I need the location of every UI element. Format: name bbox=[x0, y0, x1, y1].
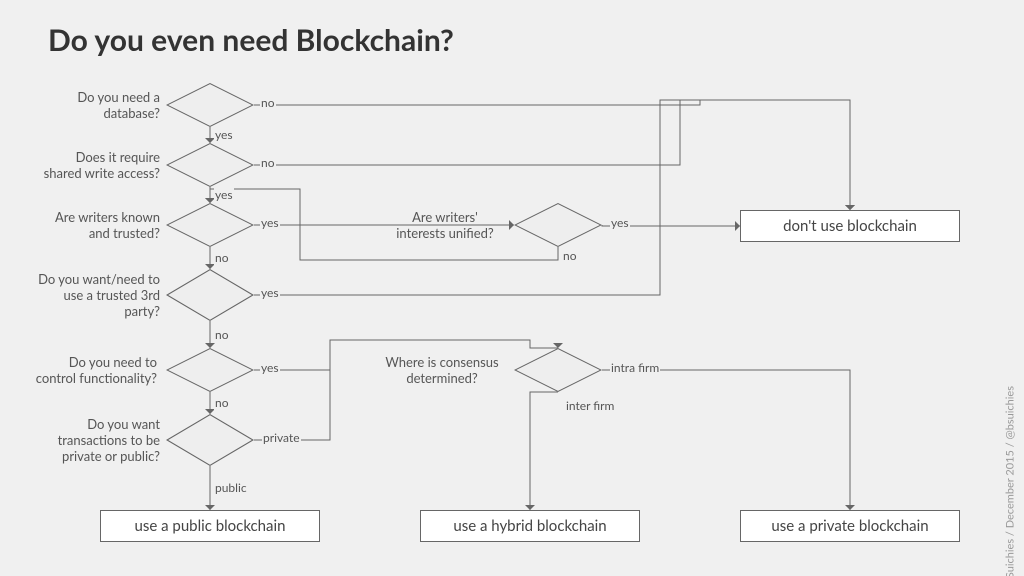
question-label: Do you need adatabase? bbox=[30, 89, 160, 122]
decision-node bbox=[166, 83, 254, 127]
edge-label: inter firm bbox=[565, 398, 615, 413]
edge-label: yes bbox=[260, 360, 280, 375]
attribution-text: © Bart Suichies / December 2015 / @bsuic… bbox=[1003, 386, 1016, 576]
question-label: Does it requireshared write access? bbox=[15, 149, 160, 182]
question-label: Are writers knownand trusted? bbox=[30, 209, 160, 242]
decision-node bbox=[166, 414, 254, 466]
decision-node bbox=[166, 348, 254, 392]
edge-label: yes bbox=[214, 127, 234, 142]
edge-label: yes bbox=[260, 215, 280, 230]
result-box: use a public blockchain bbox=[100, 510, 320, 542]
edge-label: no bbox=[260, 155, 276, 170]
question-label: Do you want/need touse a trusted 3rdpart… bbox=[15, 271, 160, 320]
edge-label: no bbox=[214, 327, 230, 342]
edge-label: yes bbox=[214, 187, 234, 202]
decision-node bbox=[166, 269, 254, 321]
question-label: Do you need tocontrol functionality? bbox=[12, 354, 157, 387]
decision-node bbox=[514, 348, 602, 392]
question-label: Where is consensusdetermined? bbox=[370, 354, 515, 387]
edge-label: no bbox=[214, 395, 230, 410]
question-label: Are writers'interests unified? bbox=[380, 209, 510, 242]
edge-label: intra firm bbox=[610, 360, 660, 375]
decision-node bbox=[514, 203, 602, 247]
edge-label: public bbox=[214, 480, 248, 495]
edge-label: private bbox=[262, 430, 301, 445]
decision-node bbox=[166, 143, 254, 187]
edge-label: no bbox=[214, 250, 230, 265]
edge-label: no bbox=[562, 248, 578, 263]
page-title: Do you even need Blockchain? bbox=[48, 22, 454, 58]
question-label: Do you wanttransactions to beprivate or … bbox=[15, 416, 160, 465]
edge-label: yes bbox=[260, 285, 280, 300]
result-box: don't use blockchain bbox=[740, 210, 960, 242]
result-box: use a hybrid blockchain bbox=[420, 510, 640, 542]
edge-label: no bbox=[260, 95, 276, 110]
edge-label: yes bbox=[610, 215, 630, 230]
decision-node bbox=[166, 203, 254, 247]
result-box: use a private blockchain bbox=[740, 510, 960, 542]
